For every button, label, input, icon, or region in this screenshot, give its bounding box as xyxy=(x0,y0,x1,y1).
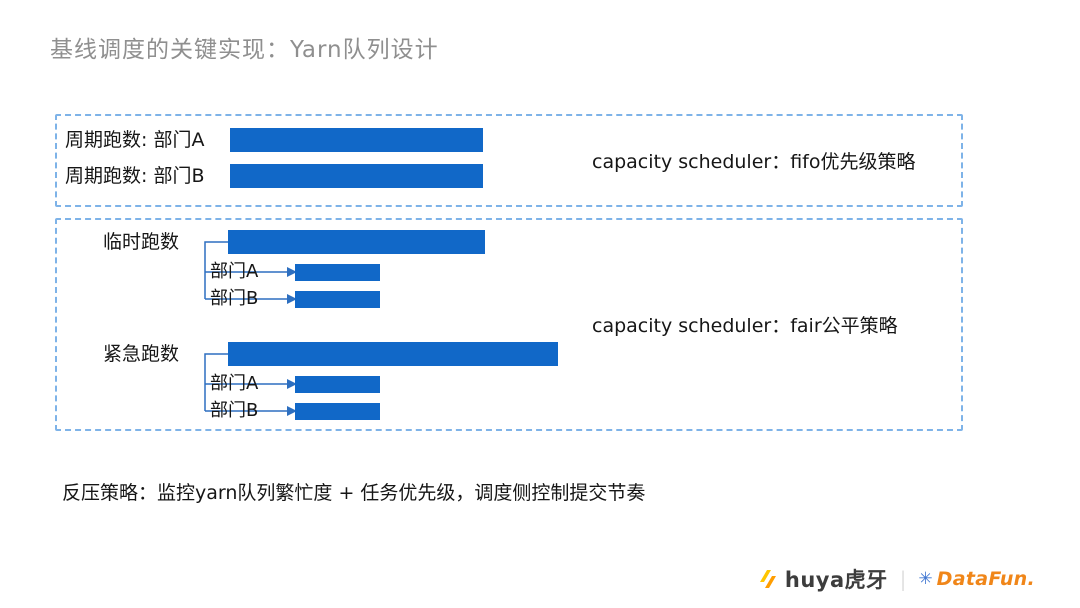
sub-queue-bar xyxy=(295,376,380,393)
periodic-queue-box: 周期跑数: 部门A 周期跑数: 部门B capacity scheduler：f… xyxy=(55,114,963,207)
queue-group-label: 临时跑数 xyxy=(103,231,180,253)
datafun-wordmark: DataFun. xyxy=(936,568,1035,590)
sub-queue-label: 部门A xyxy=(210,373,259,394)
sub-queue-bar xyxy=(295,291,380,308)
queue-group-label: 紧急跑数 xyxy=(103,343,180,365)
datafun-icon: ✳ xyxy=(918,568,933,589)
logo-separator: | xyxy=(899,567,907,591)
sub-queue-bar xyxy=(295,403,380,420)
sub-queue-label: 部门B xyxy=(210,400,259,421)
capacity-bar xyxy=(228,230,485,254)
backpressure-note: 反压策略：监控yarn队列繁忙度 + 任务优先级，调度侧控制提交节奏 xyxy=(62,482,646,504)
queue-row-label: 周期跑数: 部门B xyxy=(65,165,205,187)
huya-icon xyxy=(759,570,776,588)
slide-title: 基线调度的关键实现：Yarn队列设计 xyxy=(50,37,439,63)
footer-logos: huya虎牙 | ✳ DataFun. xyxy=(756,564,1035,594)
sub-queue-label: 部门A xyxy=(210,261,259,282)
fair-queue-box: 临时跑数 部门A 部门B 紧急跑数 部门A 部门B capacity sched… xyxy=(55,218,963,431)
capacity-bar xyxy=(230,128,483,152)
fifo-caption: capacity scheduler：fifo优先级策略 xyxy=(592,151,916,173)
capacity-bar xyxy=(228,342,558,366)
fair-caption: capacity scheduler：fair公平策略 xyxy=(592,315,898,337)
sub-queue-bar xyxy=(295,264,380,281)
huya-logo: huya虎牙 xyxy=(756,564,888,594)
datafun-logo: ✳ DataFun. xyxy=(918,568,1035,590)
queue-row-label: 周期跑数: 部门A xyxy=(65,129,205,151)
capacity-bar xyxy=(230,164,483,188)
huya-wordmark: huya虎牙 xyxy=(784,568,888,592)
sub-queue-label: 部门B xyxy=(210,288,259,309)
